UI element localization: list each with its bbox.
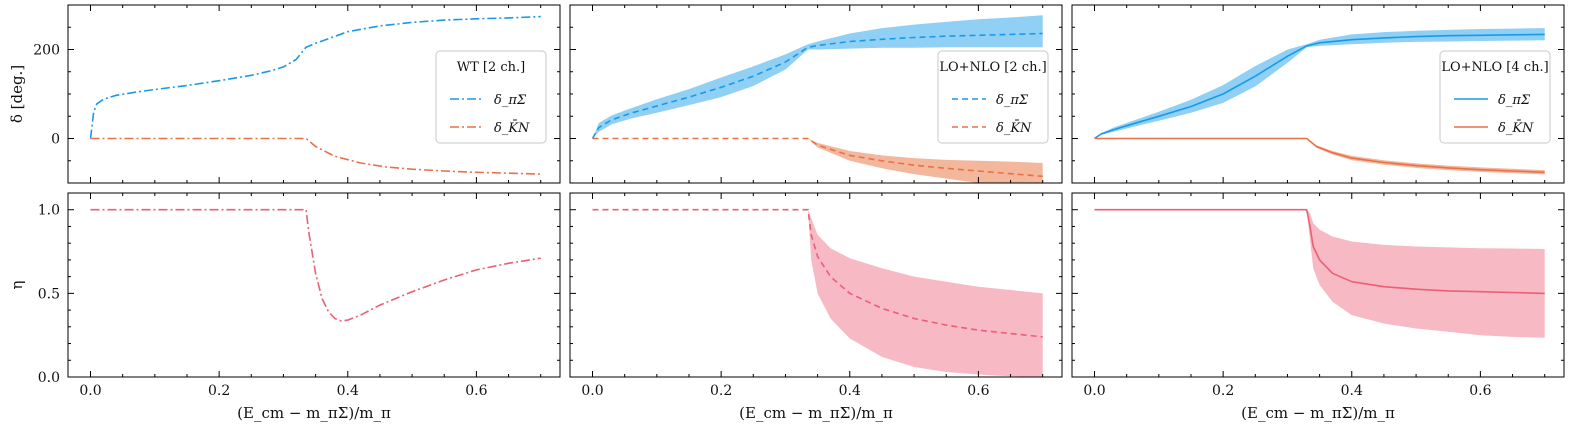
top-middle-line-pi-sigma: [591, 32, 1043, 139]
bottom-right-frame: [1071, 192, 1565, 378]
top-middle-legend-label-0: δ_πΣ: [996, 93, 1029, 108]
bottom-left-ytick-label: 1.0: [38, 203, 60, 219]
uncertainty-bands: [592, 15, 1545, 377]
y-axis-label-top: δ [deg.]: [8, 65, 26, 123]
bottom-left-ytick-label: 0.0: [38, 370, 60, 386]
bottom-middle-xtick-label: 0.0: [581, 383, 603, 399]
top-left-line-pi-sigma: [89, 15, 541, 139]
x-axis-label-left: (E_cm − m_πΣ)/m_π: [237, 404, 391, 422]
top-right-legend-label-1: δ_K̄N: [1498, 120, 1534, 136]
top-middle-line-kbar-n: [592, 137, 1043, 178]
top-right-band-pi-sigma: [1094, 28, 1545, 139]
bottom-left-xtick-label: 0.6: [465, 383, 487, 399]
bottom-middle-xtick-label: 0.2: [710, 383, 732, 399]
top-left-line-kbar-n: [90, 137, 541, 175]
top-left-legend-box: [435, 50, 547, 144]
top-middle-legend-label-1: δ_K̄N: [996, 120, 1032, 136]
x-axis-label-right: (E_cm − m_πΣ)/m_π: [1241, 404, 1395, 422]
top-middle-legend-title: LO+NLO [2 ch.]: [939, 60, 1046, 75]
bottom-left-xtick-label: 0.4: [337, 383, 359, 399]
top-middle-band-kbar-n: [592, 138, 1043, 183]
y-axis-label-bottom: η: [8, 281, 26, 290]
bottom-right-xtick-label: 0.6: [1469, 383, 1491, 399]
bottom-left-frame: [67, 192, 561, 378]
top-left-ytick-label: 0: [51, 132, 60, 148]
bottom-right-line-eta: [1094, 208, 1545, 295]
bottom-middle-line-eta: [592, 208, 1043, 338]
top-right-line-kbar-n: [1094, 137, 1545, 174]
bottom-right-xtick-label: 0.4: [1341, 383, 1363, 399]
bottom-middle-frame: [569, 192, 1063, 378]
legends: WT [2 ch.] δ_πΣ δ_K̄N LO+NLO [2 ch.] δ_πΣ δ_K…: [435, 50, 1551, 144]
bottom-left-ytick-label: 0.5: [38, 286, 60, 302]
bottom-right-xtick-label: 0.2: [1212, 383, 1234, 399]
axes-frames: 0 200 0.0 0.5 1.0 0.0 0.2 0.4 0.6 0.0 0.2 0.4 0.6 0.0…: [33, 4, 1565, 399]
top-left-legend-label-1: δ_K̄N: [494, 120, 530, 136]
top-middle-band-pi-sigma: [592, 15, 1043, 139]
x-axis-label-middle: (E_cm − m_πΣ)/m_π: [739, 404, 893, 422]
top-left-legend-label-0: δ_πΣ: [494, 93, 527, 108]
bottom-right-xtick-label: 0.0: [1083, 383, 1105, 399]
top-right-legend-title: LO+NLO [4 ch.]: [1441, 60, 1548, 75]
bottom-middle-xtick-label: 0.6: [967, 383, 989, 399]
bottom-middle-xtick-label: 0.4: [839, 383, 861, 399]
series-lines: [89, 15, 1545, 338]
bottom-left-xtick-label: 0.0: [79, 383, 101, 399]
top-left-ytick-label: 200: [33, 43, 60, 59]
top-right-legend-box: [1439, 50, 1551, 144]
bottom-left-xtick-label: 0.2: [208, 383, 230, 399]
top-right-legend-label-0: δ_πΣ: [1498, 93, 1531, 108]
top-right-band-kbar-n: [1094, 138, 1545, 175]
top-middle-legend-box: [937, 50, 1049, 144]
bottom-left-line-eta: [90, 208, 541, 322]
top-left-legend-title: WT [2 ch.]: [457, 60, 526, 75]
bottom-middle-band-eta: [592, 209, 1043, 377]
bottom-right-band-eta: [1094, 209, 1545, 338]
top-right-line-pi-sigma: [1094, 33, 1545, 140]
